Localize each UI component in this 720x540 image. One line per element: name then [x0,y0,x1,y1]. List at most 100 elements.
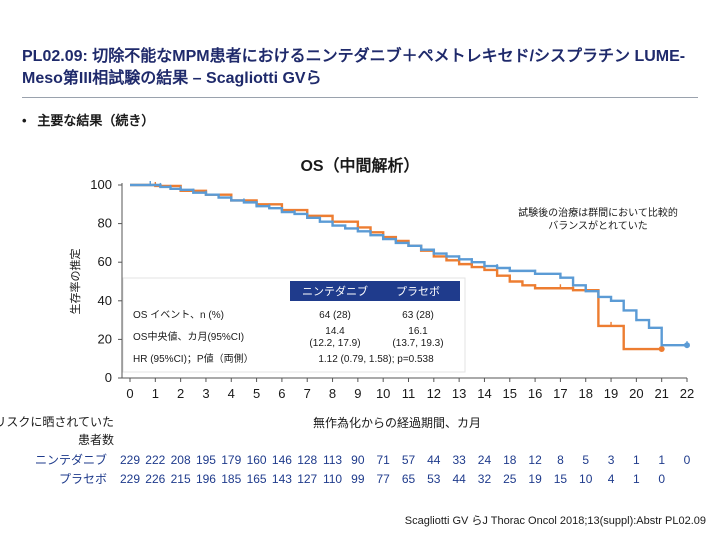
x-axis-label: 無作為化からの経過期間、カ月 [313,415,481,430]
y-tick-label: 80 [98,216,112,231]
x-tick-label: 19 [604,386,618,401]
x-tick-label: 16 [528,386,542,401]
risk-value: 99 [351,472,365,486]
risk-value: 208 [171,453,191,467]
risk-value: 1 [658,453,665,467]
stats-row-label: OS イベント、n (%) [133,309,224,321]
chart-title: OS（中間解析） [300,158,420,175]
y-tick-label: 20 [98,331,112,346]
risk-value: 32 [478,472,492,486]
stats-cell: 63 (28) [402,310,434,321]
risk-table-label: リスクに晒されていた [0,415,114,429]
risk-value: 10 [579,472,593,486]
stats-cell: (12.2, 17.9) [309,338,360,349]
risk-value: 19 [528,472,542,486]
risk-value: 15 [554,472,568,486]
risk-value: 4 [608,472,615,486]
risk-value: 44 [452,472,466,486]
risk-value: 77 [377,472,391,486]
risk-value: 12 [528,453,542,467]
risk-value: 65 [402,472,416,486]
risk-value: 1 [633,453,640,467]
x-tick-label: 11 [402,386,416,401]
x-tick-label: 10 [376,386,390,401]
annotation-text: 試験後の治療は群間において比較的 [518,206,678,219]
slide-title: PL02.09: 切除不能なMPM患者におけるニンテダニブ＋ペメトレキセド/シス… [22,48,686,87]
x-tick-label: 20 [629,386,643,401]
bullet-point: • 主要な結果（続き） [22,113,155,128]
x-tick-label: 22 [680,386,694,401]
x-tick-label: 4 [228,386,235,401]
risk-value: 113 [323,453,342,467]
x-tick-label: 12 [427,386,441,401]
risk-value: 57 [402,453,416,467]
stats-row-label: HR (95%CI)；P値（両側） [133,352,254,365]
x-tick-label: 7 [304,386,311,401]
stats-cell: 64 (28) [319,310,351,321]
x-tick-label: 9 [354,386,361,401]
x-tick-label: 3 [202,386,209,401]
risk-value: 215 [171,472,191,486]
risk-value: 18 [503,453,517,467]
series-end-point [658,346,665,353]
risk-value: 146 [272,453,292,467]
risk-value: 229 [120,472,140,486]
x-tick-label: 17 [553,386,567,401]
x-tick-label: 0 [126,386,133,401]
risk-value: 229 [120,453,140,467]
stats-header-band [290,281,460,301]
bullet-text: 主要な結果（続き） [37,113,155,128]
risk-value: 226 [145,472,165,486]
risk-value: 33 [452,453,466,467]
stats-cell: 1.12 (0.79, 1.58); p=0.538 [318,354,434,365]
risk-value: 71 [377,453,391,467]
y-tick-label: 40 [98,293,112,308]
x-tick-label: 6 [278,386,285,401]
risk-value: 5 [582,453,589,467]
risk-value: 160 [247,453,267,467]
risk-row-name: ニンテダニブ [35,452,107,467]
annotation-text: バランスがとれていた [548,219,648,232]
risk-value: 165 [247,472,267,486]
risk-value: 195 [196,453,216,467]
risk-value: 8 [557,453,564,467]
y-tick-label: 100 [90,177,112,192]
risk-value: 143 [272,472,292,486]
stats-header-placebo: プラセボ [396,285,440,298]
risk-row-name: プラセボ [59,472,107,486]
stats-cell: 14.4 [325,326,345,337]
risk-value: 196 [196,472,216,486]
risk-value: 53 [427,472,441,486]
x-tick-label: 15 [503,386,517,401]
risk-value: 1 [633,472,640,486]
stats-cell: 16.1 [408,326,428,337]
risk-value: 127 [297,472,317,486]
x-tick-label: 8 [329,386,336,401]
y-tick-label: 60 [98,254,112,269]
risk-value: 25 [503,472,517,486]
x-tick-label: 1 [152,386,159,401]
risk-value: 222 [145,453,165,467]
source-citation: Scagliotti GV らJ Thorac Oncol 2018;13(su… [404,515,706,527]
risk-value: 3 [608,453,615,467]
risk-value: 128 [297,453,317,467]
risk-value: 179 [221,453,241,467]
title-divider [22,97,698,98]
risk-value: 0 [684,453,691,467]
x-tick-label: 18 [578,386,592,401]
risk-value: 0 [658,472,665,486]
y-axis-label: 生存率の推定 [68,249,82,315]
x-tick-label: 14 [477,386,491,401]
risk-value: 24 [478,453,492,467]
x-tick-label: 21 [654,386,668,401]
stats-row-label: OS中央値、カ月(95%CI) [133,330,244,343]
risk-value: 185 [221,472,241,486]
risk-value: 90 [351,453,365,467]
stats-header-nintedanib: ニンテダニブ [302,284,368,298]
risk-value: 110 [323,472,342,486]
risk-table-label: 患者数 [78,432,114,447]
series-end-point [684,342,690,349]
risk-value: 44 [427,453,441,467]
stats-cell: (13.7, 19.3) [392,338,443,349]
